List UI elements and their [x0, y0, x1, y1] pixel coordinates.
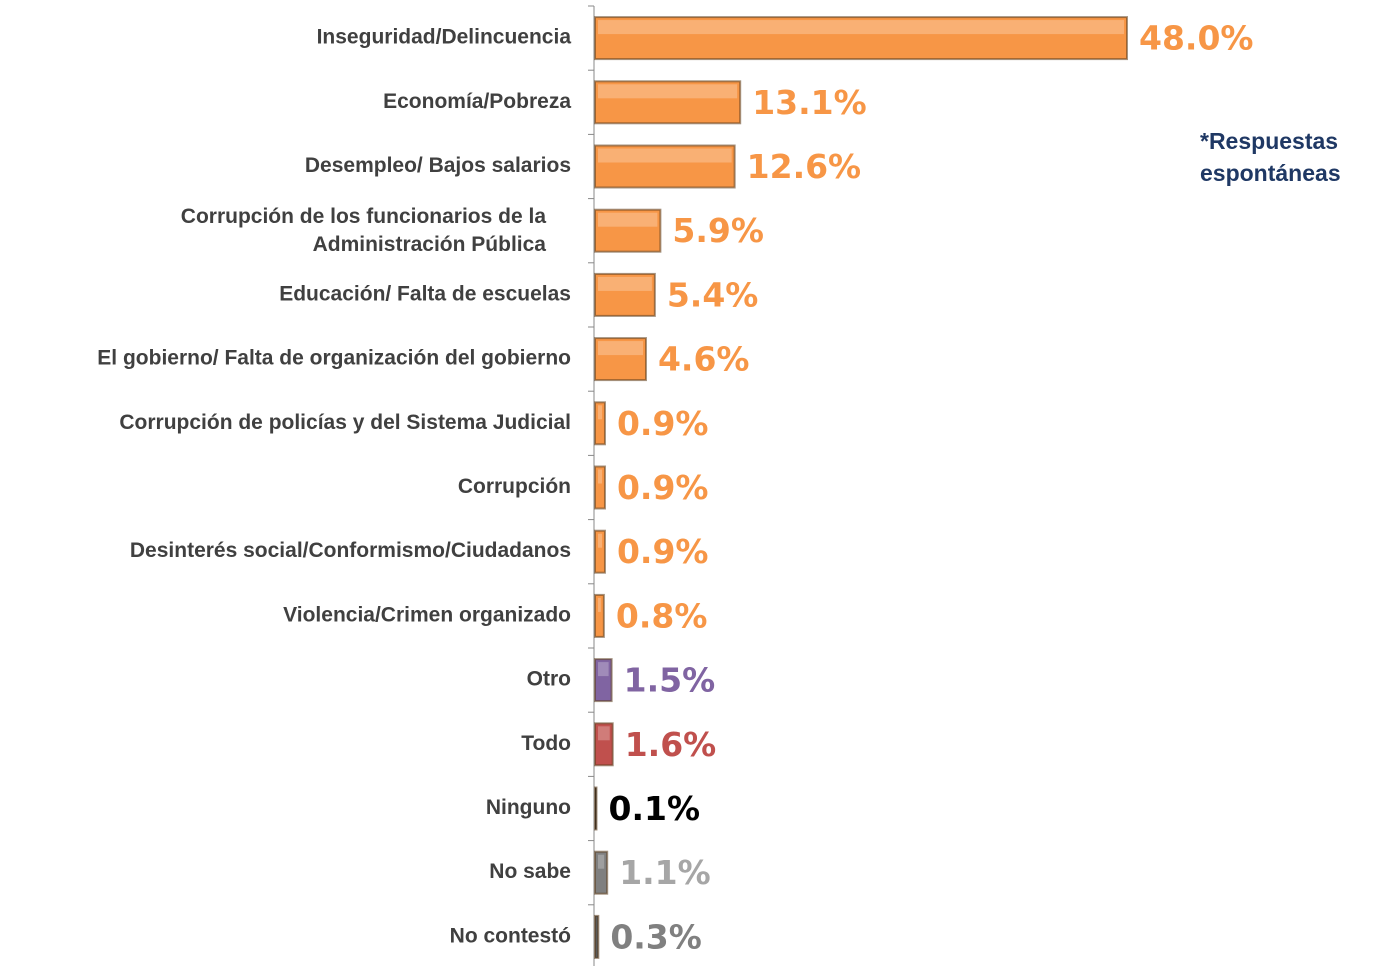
- bar: [594, 786, 598, 831]
- data-label: 0.8%: [616, 596, 708, 635]
- bar-highlight: [598, 533, 602, 548]
- bar-highlight: [598, 597, 601, 612]
- data-label: 4.6%: [658, 340, 750, 379]
- data-label: 1.5%: [624, 661, 716, 700]
- category-label: Corrupción de los funcionarios de la: [181, 205, 547, 228]
- category-label: Otro: [527, 668, 571, 691]
- data-label: 5.4%: [667, 275, 759, 314]
- data-label: 0.9%: [617, 468, 709, 507]
- bar-highlight: [598, 212, 658, 227]
- bar-highlight: [598, 148, 732, 163]
- bar: [594, 593, 605, 638]
- category-label: Corrupción: [458, 475, 571, 498]
- category-label: No contestó: [450, 924, 571, 947]
- bar-highlight: [598, 662, 609, 677]
- data-label: 1.6%: [625, 725, 717, 764]
- data-label: 1.1%: [619, 853, 711, 892]
- category-label: El gobierno/ Falta de organización del g…: [97, 347, 571, 370]
- bar-highlight: [598, 405, 602, 420]
- bar-highlight: [598, 341, 643, 356]
- category-label: Desinterés social/Conformismo/Ciudadanos: [130, 539, 571, 562]
- bar: [594, 850, 609, 895]
- data-label: 0.3%: [610, 917, 702, 956]
- category-label: Ninguno: [486, 796, 571, 819]
- bar-highlight: [598, 854, 605, 869]
- data-label: 48.0%: [1139, 19, 1254, 58]
- bar-highlight: [598, 84, 738, 99]
- data-label: 0.9%: [617, 404, 709, 443]
- bar: [594, 337, 647, 382]
- data-label: 5.9%: [672, 211, 764, 250]
- bar: [594, 80, 742, 125]
- category-label: Educación/ Falta de escuelas: [279, 282, 571, 305]
- bar-highlight: [598, 20, 1124, 35]
- bar: [594, 722, 614, 767]
- category-label: Corrupción de policías y del Sistema Jud…: [119, 411, 571, 434]
- data-label: 0.9%: [617, 532, 709, 571]
- bar: [594, 401, 606, 446]
- bar: [594, 658, 613, 703]
- bar: [594, 529, 606, 574]
- category-label: Administración Pública: [313, 233, 547, 256]
- bar-highlight: [598, 469, 602, 484]
- category-label: No sabe: [489, 860, 571, 883]
- category-label: Violencia/Crimen organizado: [283, 603, 571, 626]
- note: espontáneas: [1200, 160, 1341, 186]
- data-label: 13.1%: [752, 83, 867, 122]
- bar: [594, 465, 606, 510]
- data-label: 12.6%: [747, 147, 862, 186]
- category-label: Todo: [521, 732, 571, 755]
- bar-highlight: [598, 726, 610, 741]
- bar: [594, 16, 1128, 61]
- bar-highlight: [598, 276, 652, 291]
- note: *Respuestas: [1200, 128, 1338, 154]
- bar: [594, 272, 656, 317]
- bar: [594, 914, 600, 959]
- category-label: Desempleo/ Bajos salarios: [305, 154, 571, 177]
- data-label: 0.1%: [609, 789, 701, 828]
- bar: [594, 144, 736, 189]
- bar: [594, 208, 662, 253]
- category-label: Inseguridad/Delincuencia: [317, 26, 572, 49]
- category-label: Economía/Pobreza: [383, 90, 571, 113]
